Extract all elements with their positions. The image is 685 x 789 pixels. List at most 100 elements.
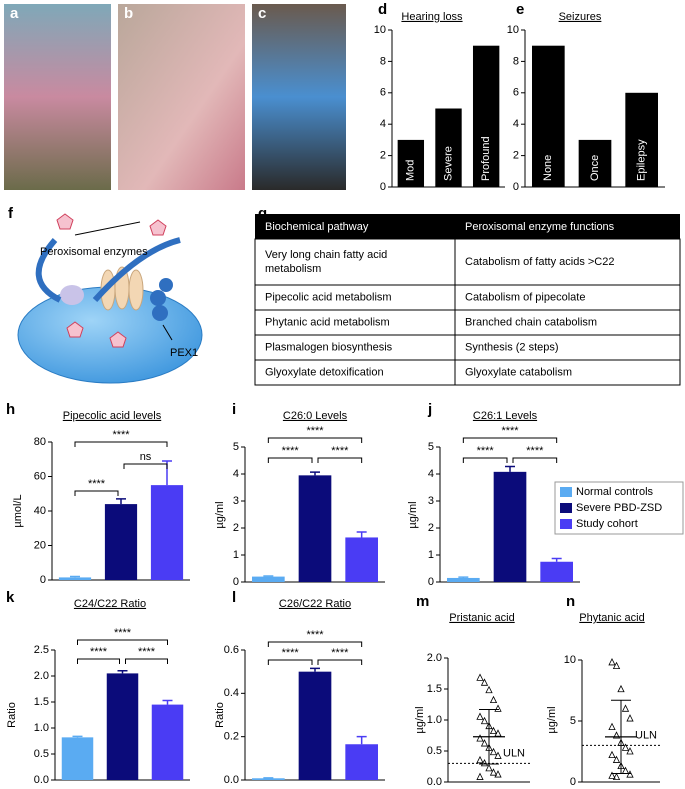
y-tick-label: 1 <box>428 549 434 561</box>
bar <box>578 139 612 187</box>
y-tick-label: 3 <box>428 495 434 507</box>
data-point <box>476 712 484 720</box>
data-point <box>489 768 498 776</box>
photo <box>252 4 346 190</box>
error-bar <box>263 575 274 577</box>
y-tick-label: 0.5 <box>34 748 49 760</box>
reference-label: ULN <box>503 747 525 759</box>
panel-label: i <box>232 401 236 418</box>
y-axis-label: µg/ml <box>214 501 226 528</box>
bar <box>151 704 184 780</box>
error-bar <box>310 471 320 476</box>
panel-label: h <box>6 401 15 418</box>
significance-label: **** <box>306 425 324 437</box>
y-tick-label: 10 <box>564 654 576 666</box>
legend-swatch <box>560 487 572 497</box>
y-tick-label: 6 <box>380 87 386 99</box>
y-tick-label: 4 <box>233 468 239 480</box>
table-cell-line: metabolism <box>265 263 321 275</box>
y-tick-label: 2 <box>513 150 519 162</box>
bar <box>625 92 658 187</box>
data-point <box>612 661 621 669</box>
significance-bracket <box>267 641 363 647</box>
data-point <box>608 722 616 730</box>
bar <box>252 778 285 780</box>
panel-label: e <box>516 1 524 18</box>
y-tick-label: 2 <box>233 522 239 534</box>
table-cell: Catabolism of fatty acids >C22 <box>465 256 615 268</box>
significance-bracket <box>317 659 363 665</box>
y-tick-label: 0 <box>233 576 239 588</box>
table-header-cell: Peroxisomal enzyme functions <box>465 221 615 233</box>
y-axis-label: µg/ml <box>546 706 558 733</box>
table-cell: Glyoxylate catabolism <box>465 366 572 378</box>
y-tick-label: 5 <box>428 441 434 453</box>
table-cell: Synthesis (2 steps) <box>465 341 559 353</box>
data-point <box>485 763 493 772</box>
error-bar <box>70 575 80 578</box>
bar <box>252 576 285 582</box>
y-tick-label: 0 <box>570 776 576 788</box>
error-bar <box>505 465 515 472</box>
chart-title: Pipecolic acid levels <box>63 410 162 422</box>
significance-label: **** <box>477 445 495 457</box>
chart-title: C26:0 Levels <box>283 410 348 422</box>
category-label: Severe <box>442 146 454 181</box>
panel-label: l <box>232 589 236 606</box>
data-point <box>476 755 484 764</box>
photo <box>118 4 245 190</box>
y-tick-label: 0 <box>380 181 386 193</box>
enzyme <box>56 213 167 348</box>
bar <box>150 485 184 580</box>
error-bar <box>458 576 469 578</box>
bar <box>298 671 332 780</box>
y-tick-label: 3 <box>233 495 239 507</box>
table-cell: Branched chain catabolism <box>465 316 597 328</box>
significance-bracket <box>77 639 168 645</box>
table-cell: Pipecolic acid metabolism <box>265 291 392 303</box>
error-bar <box>117 670 128 674</box>
significance-label: **** <box>114 627 132 639</box>
y-tick-label: 1.0 <box>427 714 442 726</box>
y-axis-label: µmol/L <box>12 494 24 527</box>
y-tick-label: 0.5 <box>427 745 442 757</box>
y-tick-label: 10 <box>374 24 386 36</box>
error-bar <box>356 531 367 538</box>
bar <box>345 744 378 780</box>
data-point <box>621 743 630 751</box>
significance-bracket <box>74 441 168 447</box>
bar <box>540 561 573 582</box>
diagram-label: PEX1 <box>170 347 198 359</box>
y-axis-label: µg/ml <box>407 501 419 528</box>
data-point <box>608 750 616 759</box>
data-point <box>489 747 498 756</box>
legend-box <box>554 481 684 535</box>
y-tick-label: 1.5 <box>427 683 442 695</box>
y-tick-label: 1.0 <box>34 722 49 734</box>
y-tick-label: 10 <box>507 24 519 36</box>
chart-title: C26/C22 Ratio <box>279 598 351 610</box>
bar <box>61 737 94 780</box>
category-label: None <box>542 155 554 181</box>
table-cell: Glyoxylate detoxification <box>265 366 384 378</box>
chart-title: C24/C22 Ratio <box>74 598 146 610</box>
data-point <box>494 704 502 712</box>
bar <box>298 475 332 582</box>
y-tick-label: 2.0 <box>34 670 49 682</box>
y-tick-label: 1.5 <box>34 696 49 708</box>
significance-bracket <box>123 463 168 469</box>
category-label: Mod <box>405 160 417 181</box>
panel-label: k <box>6 589 15 606</box>
legend-swatch <box>560 519 572 529</box>
bar <box>532 45 565 188</box>
significance-label: **** <box>282 445 300 457</box>
y-tick-label: 2.5 <box>34 644 49 656</box>
significance-bracket <box>77 658 120 664</box>
significance-label: **** <box>306 629 324 641</box>
significance-bracket <box>74 490 119 496</box>
error-bar <box>551 557 562 562</box>
data-point <box>480 739 489 747</box>
diagram: f Peroxisomal enzymes PEX1 <box>8 205 203 384</box>
photo <box>4 4 111 190</box>
